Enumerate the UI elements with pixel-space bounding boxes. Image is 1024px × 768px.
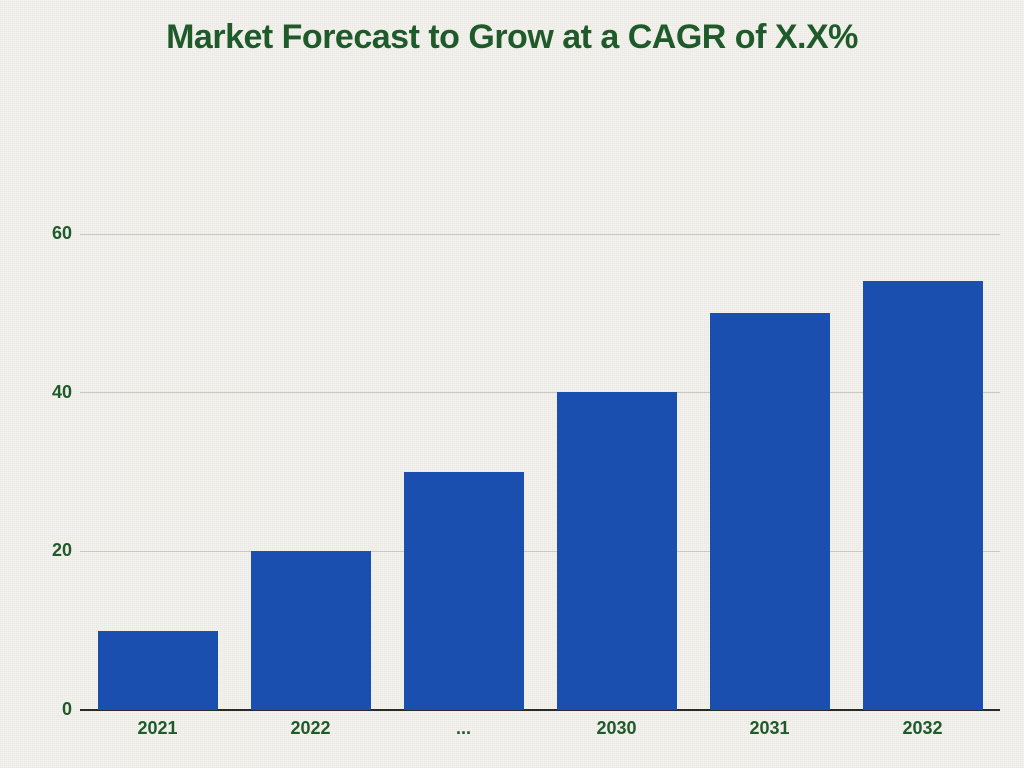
bar [404,472,524,710]
y-tick-label: 0 [22,699,72,720]
x-tick-label: 2021 [98,718,218,739]
bar [251,551,371,710]
x-tick-label: 2030 [557,718,677,739]
gridline [80,234,1000,235]
plot-area: 020406020212022...203020312032 [80,170,1000,710]
chart-title: Market Forecast to Grow at a CAGR of X.X… [0,18,1024,57]
bar [710,313,830,710]
y-tick-label: 20 [22,540,72,561]
bar [863,281,983,710]
x-tick-label: 2022 [251,718,371,739]
y-tick-label: 60 [22,223,72,244]
x-tick-label: ... [404,718,524,739]
x-tick-label: 2031 [710,718,830,739]
bar [98,631,218,710]
bar [557,392,677,710]
bar-chart: 020406020212022...203020312032 [80,170,1000,710]
x-tick-label: 2032 [863,718,983,739]
y-tick-label: 40 [22,382,72,403]
